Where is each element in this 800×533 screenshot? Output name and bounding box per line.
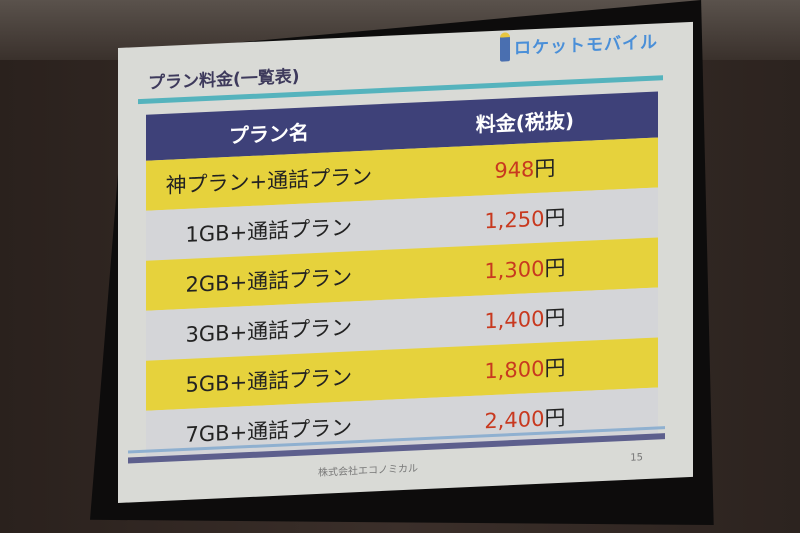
rocket-icon — [500, 32, 510, 62]
company-name: 株式会社エコノミカル — [318, 463, 418, 479]
price-table: プラン名 料金(税抜) 神プラン+通話プラン 948円 1GB+通話プラン 1,25… — [146, 91, 658, 461]
brand-logo: ロケットモバイル — [500, 25, 658, 62]
slide-title: プラン料金(一覧表) — [148, 66, 300, 94]
page-number: 15 — [630, 452, 643, 464]
presentation-slide: プラン料金(一覧表) ロケットモバイル プラン名 料金(税抜) 神プラン+通話プ… — [118, 21, 693, 503]
logo-text: ロケットモバイル — [514, 32, 658, 60]
